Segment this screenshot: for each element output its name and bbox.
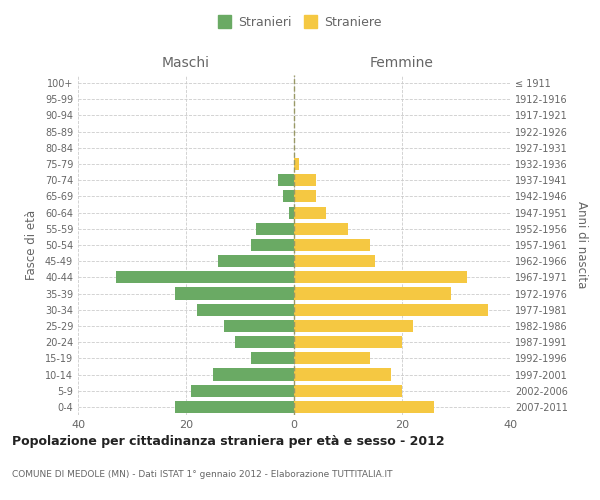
Bar [218, 255, 294, 268]
Bar [294, 336, 402, 348]
Bar [278, 174, 294, 186]
Bar [224, 320, 294, 332]
Text: COMUNE DI MEDOLE (MN) - Dati ISTAT 1° gennaio 2012 - Elaborazione TUTTITALIA.IT: COMUNE DI MEDOLE (MN) - Dati ISTAT 1° ge… [12, 470, 392, 479]
Bar [294, 158, 299, 170]
Bar [294, 401, 434, 413]
Y-axis label: Fasce di età: Fasce di età [25, 210, 38, 280]
Bar [283, 190, 294, 202]
Bar [251, 239, 294, 251]
Bar [294, 272, 467, 283]
Bar [175, 401, 294, 413]
Y-axis label: Anni di nascita: Anni di nascita [575, 202, 587, 288]
Bar [294, 288, 451, 300]
Bar [294, 190, 316, 202]
Bar [294, 368, 391, 380]
Bar [116, 272, 294, 283]
Bar [294, 174, 316, 186]
Bar [213, 368, 294, 380]
Text: Maschi: Maschi [162, 56, 210, 70]
Bar [294, 384, 402, 397]
Bar [294, 206, 326, 218]
Bar [294, 255, 375, 268]
Bar [256, 222, 294, 235]
Text: Femmine: Femmine [370, 56, 434, 70]
Bar [175, 288, 294, 300]
Bar [294, 352, 370, 364]
Bar [294, 304, 488, 316]
Text: Popolazione per cittadinanza straniera per età e sesso - 2012: Popolazione per cittadinanza straniera p… [12, 435, 445, 448]
Legend: Stranieri, Straniere: Stranieri, Straniere [213, 11, 387, 34]
Bar [235, 336, 294, 348]
Bar [251, 352, 294, 364]
Bar [289, 206, 294, 218]
Bar [294, 320, 413, 332]
Bar [294, 222, 348, 235]
Bar [197, 304, 294, 316]
Bar [191, 384, 294, 397]
Bar [294, 239, 370, 251]
